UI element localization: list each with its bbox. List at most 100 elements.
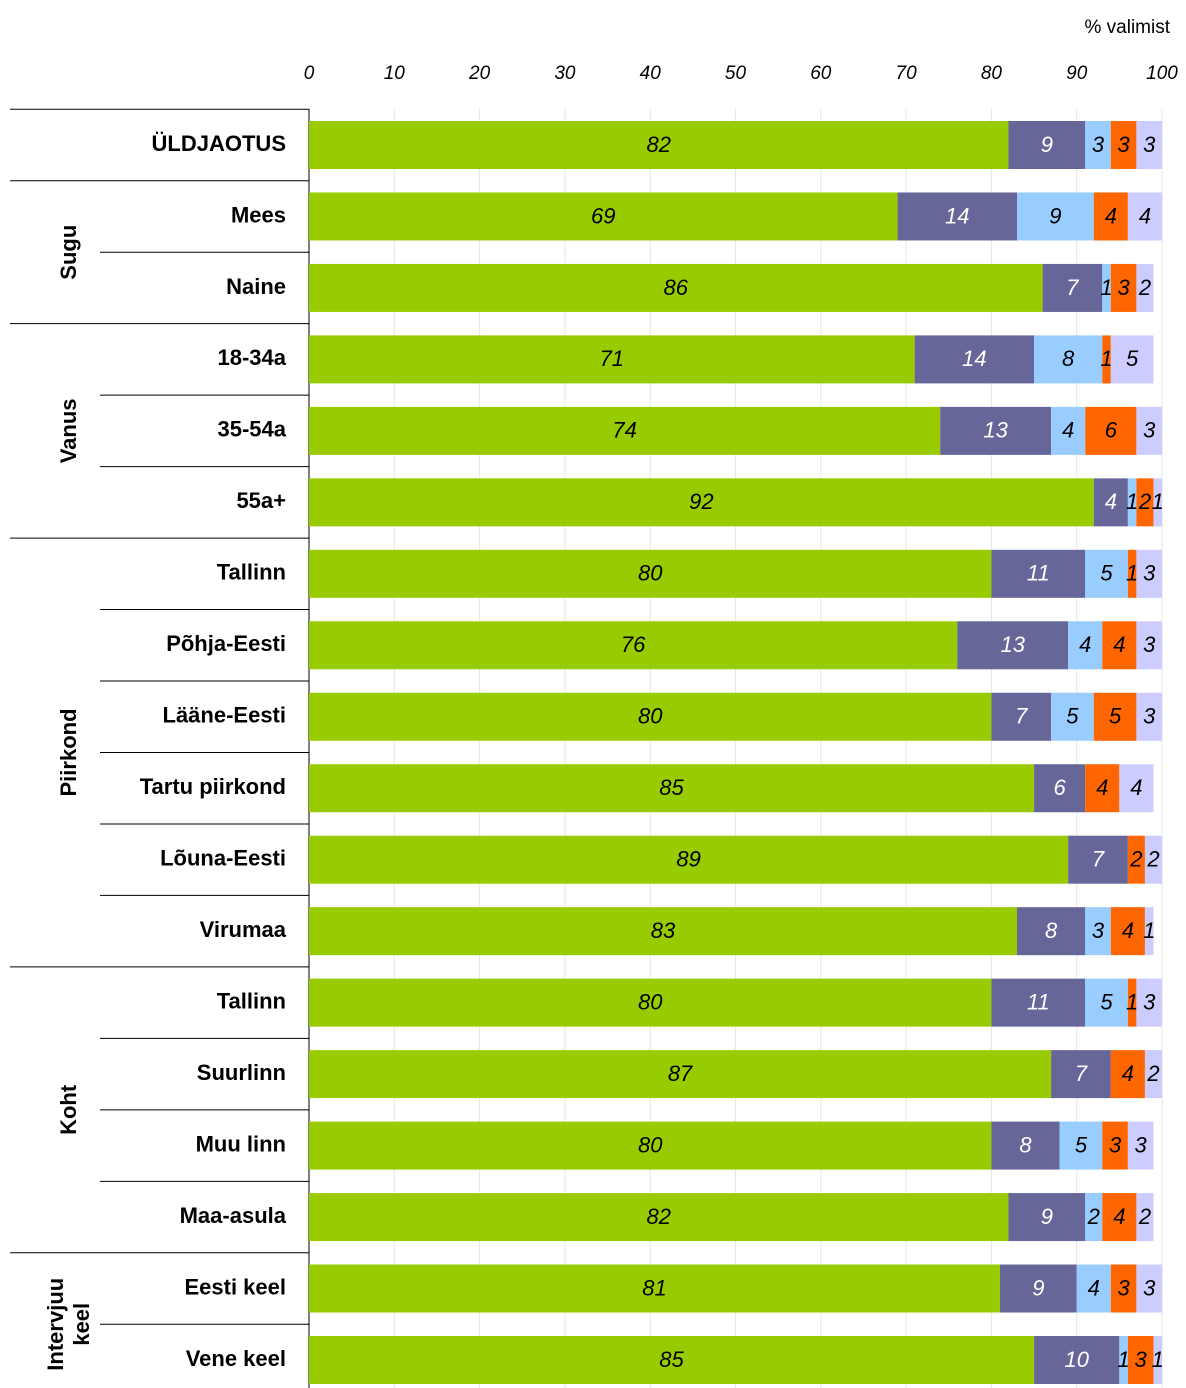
data-label: 4 bbox=[1139, 203, 1151, 228]
data-label: 5 bbox=[1100, 989, 1113, 1014]
data-label: 1 bbox=[1117, 1347, 1129, 1372]
y-tick-label: Tallinn bbox=[217, 560, 286, 585]
y-tick-label: Eesti keel bbox=[184, 1274, 286, 1299]
bar-segment bbox=[1136, 621, 1162, 670]
y-tick-label: Virumaa bbox=[200, 917, 287, 942]
bar-segment bbox=[1136, 121, 1162, 169]
bar-segment bbox=[1119, 764, 1154, 813]
data-label: 3 bbox=[1117, 1275, 1130, 1300]
data-label: 4 bbox=[1105, 203, 1117, 228]
bar-segment bbox=[1153, 478, 1162, 527]
data-label: 69 bbox=[591, 203, 615, 228]
bar-segment bbox=[309, 621, 958, 670]
data-label: 3 bbox=[1117, 132, 1130, 157]
bar-segment bbox=[1093, 692, 1137, 741]
x-tick-label: 50 bbox=[725, 63, 747, 84]
bar-segment bbox=[1127, 549, 1137, 598]
bar-segment bbox=[1136, 478, 1154, 527]
data-label: 4 bbox=[1122, 1061, 1134, 1086]
data-label: 89 bbox=[676, 847, 700, 872]
bar-segment bbox=[1144, 1050, 1162, 1099]
bar-segment bbox=[897, 192, 1017, 241]
data-label: 6 bbox=[1054, 775, 1067, 800]
bar-segment bbox=[309, 1264, 1000, 1313]
data-label: 2 bbox=[1138, 275, 1151, 300]
bar-segment bbox=[309, 692, 992, 741]
y-tick-label: Suurlinn bbox=[197, 1060, 286, 1085]
data-label: 3 bbox=[1143, 132, 1156, 157]
bar-segment bbox=[1051, 1050, 1111, 1099]
bar-segment bbox=[1034, 335, 1103, 384]
data-label: 3 bbox=[1143, 561, 1156, 586]
bar-segment bbox=[1085, 1193, 1103, 1242]
bar-segment bbox=[991, 549, 1086, 598]
bar-segment bbox=[309, 335, 915, 384]
y-tick-label: Naine bbox=[226, 274, 286, 299]
x-tick-label: 80 bbox=[981, 63, 1003, 84]
group-label: Vanus bbox=[56, 398, 81, 463]
data-label: 4 bbox=[1113, 1204, 1125, 1229]
data-label: 1 bbox=[1126, 489, 1138, 514]
data-label: 14 bbox=[962, 346, 986, 371]
bar-segment bbox=[1136, 692, 1162, 741]
data-label: 13 bbox=[983, 418, 1008, 443]
data-label: 3 bbox=[1143, 632, 1156, 657]
data-label: 85 bbox=[659, 775, 684, 800]
data-label: 3 bbox=[1143, 989, 1156, 1014]
bar-segment bbox=[309, 263, 1043, 312]
bar-segment bbox=[991, 1121, 1060, 1170]
bar-segment bbox=[1085, 121, 1111, 169]
data-label: 80 bbox=[638, 704, 663, 729]
y-tick-label: Tallinn bbox=[217, 988, 286, 1013]
x-tick-label: 70 bbox=[896, 63, 918, 84]
bar-segment bbox=[309, 1335, 1035, 1384]
bar-segment bbox=[1085, 406, 1137, 455]
y-tick-label: Vene keel bbox=[186, 1346, 286, 1371]
x-tick-label: 100 bbox=[1146, 63, 1178, 84]
bar-segment bbox=[999, 1264, 1077, 1313]
data-label: 3 bbox=[1143, 418, 1156, 443]
bar-segment bbox=[309, 835, 1069, 884]
data-label: 7 bbox=[1092, 847, 1105, 872]
data-label: 10 bbox=[1064, 1347, 1089, 1372]
data-label: 5 bbox=[1075, 1132, 1088, 1157]
data-label: 87 bbox=[668, 1061, 693, 1086]
bar-segment bbox=[309, 1193, 1009, 1242]
bar-segment bbox=[309, 121, 1009, 169]
bar-segment bbox=[1144, 835, 1162, 884]
bar-segment bbox=[1085, 549, 1128, 598]
data-label: 3 bbox=[1143, 704, 1156, 729]
bar-segment bbox=[991, 978, 1086, 1027]
data-label: 4 bbox=[1105, 489, 1117, 514]
data-label: 4 bbox=[1079, 632, 1091, 657]
bar-segment bbox=[1102, 1193, 1137, 1242]
data-label: 92 bbox=[689, 489, 713, 514]
data-label: 3 bbox=[1143, 1275, 1156, 1300]
bar-segment bbox=[1110, 1264, 1137, 1313]
data-label: 11 bbox=[1027, 989, 1050, 1014]
bar-segment bbox=[1008, 121, 1086, 169]
bar-segment bbox=[957, 621, 1069, 670]
data-label: 7 bbox=[1075, 1061, 1088, 1086]
data-label: 85 bbox=[659, 1347, 684, 1372]
data-label: 1 bbox=[1143, 918, 1155, 943]
bar-segment bbox=[1051, 406, 1086, 455]
data-label: 1 bbox=[1100, 346, 1112, 371]
data-label: 83 bbox=[651, 918, 676, 943]
data-label: 74 bbox=[612, 418, 636, 443]
bar-segment bbox=[1110, 121, 1137, 169]
bar-segment bbox=[1127, 1121, 1154, 1170]
data-label: 2 bbox=[1087, 1204, 1100, 1229]
bar-segment bbox=[1059, 1121, 1103, 1170]
y-tick-label: Mees bbox=[231, 202, 286, 227]
bar-segment bbox=[1136, 549, 1162, 598]
data-label: 80 bbox=[638, 561, 663, 586]
bar-segment bbox=[309, 1121, 992, 1170]
y-tick-label: ÜLDJAOTUS bbox=[152, 131, 286, 156]
data-label: 82 bbox=[646, 132, 670, 157]
bar-segment bbox=[1144, 907, 1154, 956]
bar-segment bbox=[1127, 1335, 1154, 1384]
bar-segment bbox=[914, 335, 1035, 384]
bar-segment bbox=[1102, 263, 1111, 312]
bar-segment bbox=[1136, 406, 1162, 455]
